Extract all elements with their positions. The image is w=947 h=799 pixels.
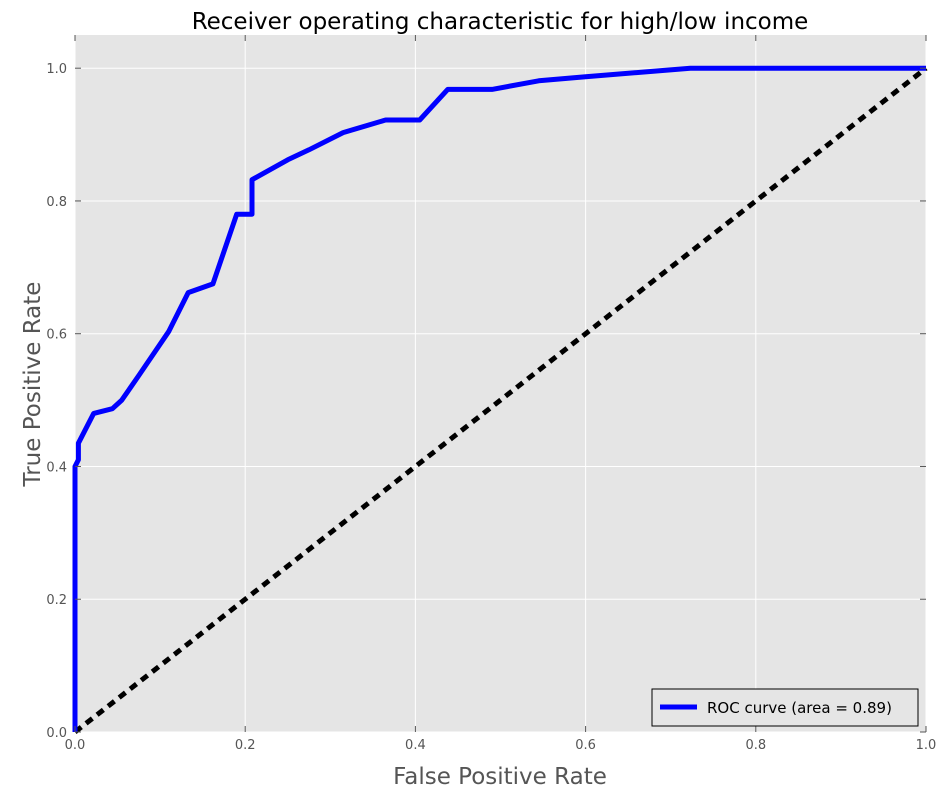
y-tick-label: 1.0 xyxy=(46,62,67,77)
x-axis-label: False Positive Rate xyxy=(393,764,607,790)
x-tick-label: 0.0 xyxy=(65,738,86,753)
y-tick-label: 0.4 xyxy=(46,460,67,475)
chart-title: Receiver operating characteristic for hi… xyxy=(192,9,809,35)
x-tick-label: 0.6 xyxy=(575,738,596,753)
legend: ROC curve (area = 0.89) xyxy=(651,688,919,727)
tick-labels: 0.0 0.2 0.4 0.6 0.8 1.0 0.0 0.2 0.4 0.6 0.8 1.0 xyxy=(46,62,936,753)
x-tick-label: 1.0 xyxy=(916,738,937,753)
tick-marks xyxy=(74,35,927,733)
y-tick-label: 0.0 xyxy=(46,726,67,741)
grid-lines xyxy=(74,35,927,733)
x-tick-label: 0.2 xyxy=(235,738,256,753)
series-line-chance-diagonal xyxy=(73,66,928,734)
y-axis-label: True Positive Rate xyxy=(20,282,46,488)
legend-entry-roc-curve: ROC curve (area = 0.89) xyxy=(707,699,892,717)
series-line-roc-curve xyxy=(72,65,926,732)
x-tick-label: 0.4 xyxy=(405,738,426,753)
plot-background xyxy=(75,35,926,732)
y-tick-label: 0.8 xyxy=(46,195,67,210)
y-tick-label: 0.2 xyxy=(46,593,67,608)
y-tick-label: 0.6 xyxy=(46,328,67,343)
x-tick-label: 0.8 xyxy=(745,738,766,753)
